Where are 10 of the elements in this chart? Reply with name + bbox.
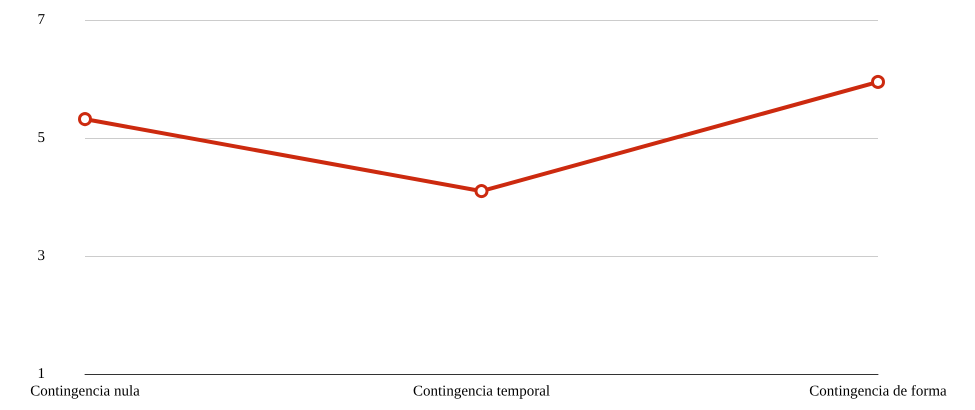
point	[78, 112, 92, 126]
y-tick-label: 1	[38, 366, 45, 382]
point	[871, 74, 885, 89]
y-tick-label: 5	[38, 130, 45, 146]
x-tick-label: Contingencia de forma	[809, 384, 948, 400]
x-tick-label: Contingencia nula	[30, 384, 140, 400]
y-tick-label: 3	[38, 248, 45, 264]
point	[474, 184, 488, 198]
x-tick-label: Contingencia temporal	[412, 384, 550, 400]
y-tick-label: 7	[38, 12, 46, 28]
